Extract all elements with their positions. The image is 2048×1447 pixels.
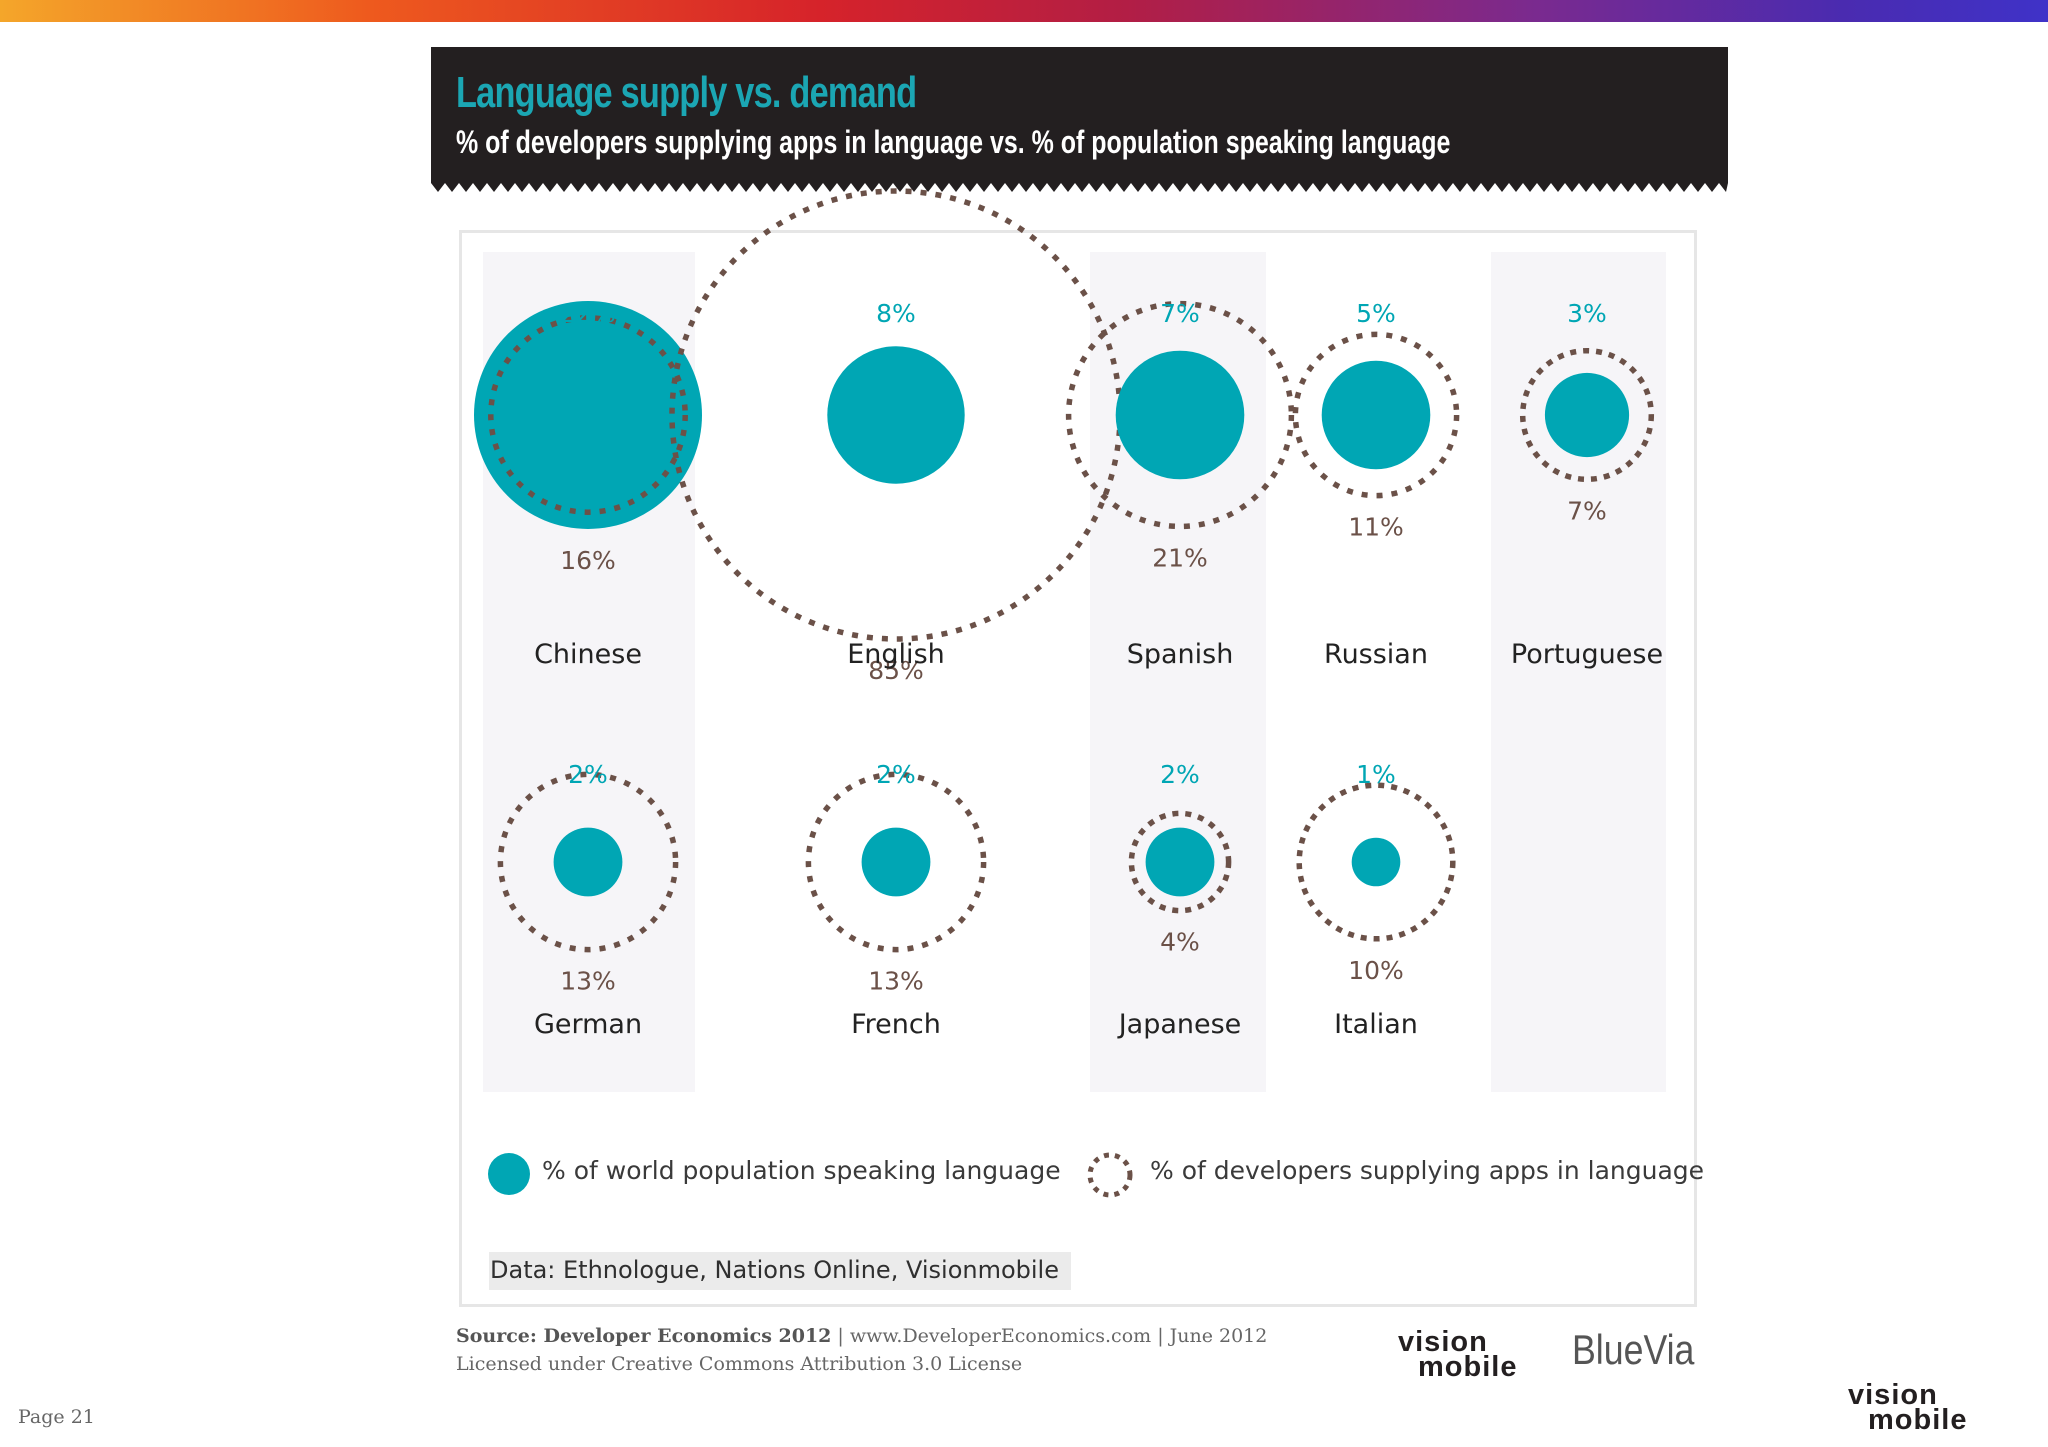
developers-label-russian: 11% [1348, 513, 1404, 542]
developers-ring-portuguese [1519, 347, 1655, 483]
source-details: | www.DeveloperEconomics.com | June 2012 [831, 1325, 1268, 1347]
population-bubble-english [827, 346, 965, 484]
license-line: Licensed under Creative Commons Attribut… [456, 1353, 1023, 1375]
developers-label-french: 13% [868, 967, 924, 996]
legend-developers-label: % of developers supplying apps in langua… [1150, 1156, 1705, 1185]
language-name-chinese: Chinese [534, 639, 642, 670]
header-zigzag-edge [431, 183, 1728, 192]
data-source-note: Data: Ethnologue, Nations Online, Vision… [489, 1252, 1071, 1290]
population-bubble-russian [1321, 360, 1431, 470]
corner-logo-word-vision: vision [1848, 1379, 1938, 1411]
developers-ring-german [497, 771, 679, 953]
language-name-italian: Italian [1334, 1009, 1418, 1040]
developers-label-italian: 10% [1348, 956, 1404, 985]
population-label-russian: 5% [1356, 299, 1396, 328]
top-gradient-bar [0, 0, 2048, 22]
source-title: Source: Developer Economics 2012 [456, 1325, 832, 1347]
chart-header [431, 47, 1728, 183]
logo-word-vision: vision [1398, 1326, 1488, 1358]
population-label-spanish: 7% [1160, 299, 1200, 328]
developers-ring-russian [1292, 331, 1460, 499]
developers-label-chinese: 16% [560, 546, 616, 575]
page-number: Page 21 [18, 1406, 95, 1428]
population-label-english: 8% [876, 299, 916, 328]
language-name-russian: Russian [1324, 639, 1428, 670]
developers-ring-chinese [488, 315, 688, 515]
developers-label-spanish: 21% [1152, 543, 1208, 572]
source-line: Source: Developer Economics 2012 | www.D… [456, 1325, 1267, 1347]
legend-population-swatch [488, 1153, 530, 1195]
language-name-english: English [847, 639, 945, 670]
population-bubble-italian [1351, 837, 1401, 887]
developers-label-japanese: 4% [1160, 928, 1200, 957]
population-label-italian: 1% [1356, 760, 1396, 789]
developers-ring-japanese [1128, 810, 1232, 914]
population-bubble-japanese [1145, 827, 1215, 897]
developers-label-german: 13% [560, 967, 616, 996]
population-label-german: 2% [568, 760, 608, 789]
population-bubble-portuguese [1544, 372, 1630, 458]
population-label-french: 2% [876, 760, 916, 789]
developers-ring-spanish [1065, 300, 1295, 530]
developers-ring-italian [1296, 782, 1456, 942]
population-bubble-german [553, 827, 623, 897]
legend-developers-swatch [1087, 1152, 1133, 1198]
population-label-japanese: 2% [1160, 760, 1200, 789]
population-bubble-spanish [1115, 350, 1245, 480]
visionmobile-logo: vision mobile [1398, 1326, 1518, 1383]
language-name-japanese: Japanese [1117, 1009, 1242, 1040]
language-name-french: French [851, 1009, 941, 1040]
logo-word-mobile: mobile [1418, 1350, 1518, 1383]
bluevia-logo: BlueVia [1572, 1326, 1695, 1373]
population-bubble-french [861, 827, 931, 897]
language-name-portuguese: Portuguese [1511, 639, 1663, 670]
language-name-spanish: Spanish [1127, 639, 1234, 670]
language-name-german: German [534, 1009, 642, 1040]
chart-title: Language supply vs. demand [456, 68, 917, 117]
population-label-portuguese: 3% [1567, 299, 1607, 328]
population-bubble-chinese [474, 301, 702, 529]
corner-logo-word-mobile: mobile [1868, 1403, 1968, 1436]
developers-label-portuguese: 7% [1567, 496, 1607, 525]
chart-subtitle: % of developers supplying apps in langua… [456, 124, 1451, 160]
developers-label-english: 85% [868, 656, 924, 685]
developers-ring-french [805, 771, 987, 953]
population-label-chinese: 22% [560, 299, 616, 328]
legend-population-label: % of world population speaking language [542, 1156, 1061, 1185]
visionmobile-corner-logo: vision mobile [1848, 1379, 1968, 1436]
